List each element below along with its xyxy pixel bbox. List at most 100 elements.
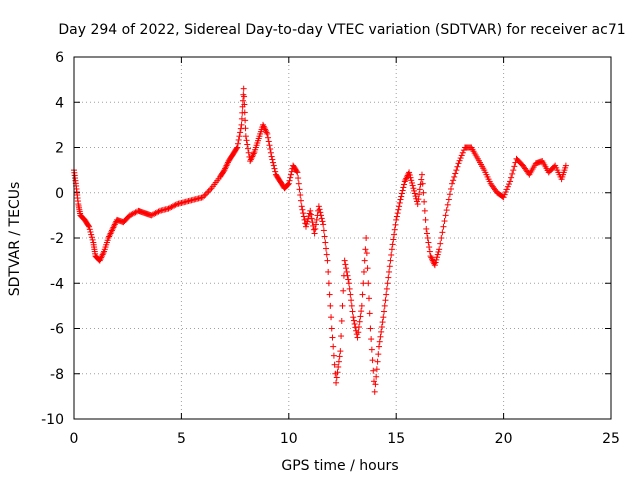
data-point — [241, 109, 248, 116]
data-point — [244, 141, 251, 148]
data-point — [318, 215, 325, 222]
data-point — [420, 189, 427, 196]
data-point — [507, 178, 514, 185]
data-point — [297, 197, 304, 204]
data-point — [295, 175, 302, 182]
data-point — [372, 381, 379, 388]
data-point — [436, 246, 443, 253]
data-point — [449, 180, 456, 187]
data-point — [369, 357, 376, 364]
data-point — [358, 302, 365, 309]
data-point — [330, 352, 337, 359]
data-point — [302, 223, 309, 230]
data-point — [288, 168, 295, 175]
data-point — [441, 218, 448, 225]
data-point — [452, 170, 459, 177]
data-point — [456, 157, 463, 164]
data-point — [377, 333, 384, 340]
data-point — [240, 85, 247, 92]
data-point — [270, 159, 277, 166]
x-tick-label: 5 — [177, 431, 186, 447]
data-point — [338, 333, 345, 340]
data-point — [421, 198, 428, 205]
data-point — [343, 265, 350, 272]
data-point — [313, 216, 320, 223]
data-point — [351, 320, 358, 327]
data-point — [412, 193, 419, 200]
data-point — [358, 308, 365, 315]
data-point — [205, 188, 212, 195]
data-point — [391, 231, 398, 238]
x-tick-label: 15 — [387, 431, 405, 447]
data-point — [367, 325, 374, 332]
data-point — [401, 181, 408, 188]
data-point — [269, 156, 276, 163]
data-point — [416, 191, 423, 198]
data-point — [424, 235, 431, 241]
grid-layer — [74, 57, 611, 419]
data-point — [333, 374, 340, 381]
data-point — [360, 280, 367, 287]
data-point — [236, 133, 243, 140]
data-point — [241, 93, 248, 100]
data-point — [409, 182, 416, 189]
data-point — [85, 222, 92, 229]
data-point — [355, 329, 362, 336]
data-point — [414, 201, 421, 208]
data-point — [348, 297, 355, 304]
y-tick-label: 2 — [55, 141, 64, 157]
data-point — [334, 369, 341, 376]
data-point — [343, 268, 350, 275]
data-point — [408, 179, 415, 186]
data-point — [238, 121, 245, 128]
data-point — [435, 248, 442, 255]
data-point — [331, 361, 338, 368]
data-point — [267, 146, 274, 153]
data-point — [356, 318, 363, 325]
data-point — [350, 314, 357, 321]
data-point — [390, 236, 397, 243]
data-point — [418, 171, 425, 178]
data-point — [365, 295, 372, 302]
y-tick-label: -8 — [50, 367, 64, 383]
data-point — [386, 263, 393, 270]
data-point — [433, 256, 440, 263]
data-point — [418, 176, 425, 183]
data-point — [378, 328, 385, 335]
data-point — [396, 199, 403, 206]
data-point — [395, 206, 402, 213]
data-point — [500, 194, 507, 201]
data-point — [310, 226, 317, 233]
data-point — [442, 212, 449, 219]
data-point — [199, 194, 206, 201]
data-point — [393, 216, 400, 223]
data-point — [312, 225, 319, 232]
data-point — [337, 348, 344, 355]
y-tick-label: -2 — [50, 231, 64, 247]
data-point — [335, 358, 342, 365]
chart-title: Day 294 of 2022, Sidereal Day-to-day VTE… — [58, 22, 625, 38]
data-point — [432, 259, 439, 266]
data-point — [323, 251, 330, 258]
data-point — [89, 236, 96, 243]
data-point — [245, 149, 252, 156]
data-point — [381, 302, 388, 309]
data-point — [371, 378, 378, 385]
data-point — [397, 196, 404, 203]
data-point — [241, 101, 248, 108]
data-point — [406, 172, 413, 179]
data-point — [357, 313, 364, 320]
data-point — [410, 185, 417, 192]
data-point — [398, 193, 405, 200]
data-point — [319, 218, 326, 225]
data-point — [421, 207, 428, 214]
x-tick-label: 10 — [280, 431, 298, 447]
data-point — [285, 180, 292, 187]
data-point — [306, 210, 313, 217]
data-point — [298, 203, 305, 210]
data-point — [364, 265, 371, 272]
data-point — [315, 203, 322, 210]
data-point — [562, 162, 569, 169]
data-point — [297, 192, 304, 199]
data-point — [434, 254, 441, 261]
